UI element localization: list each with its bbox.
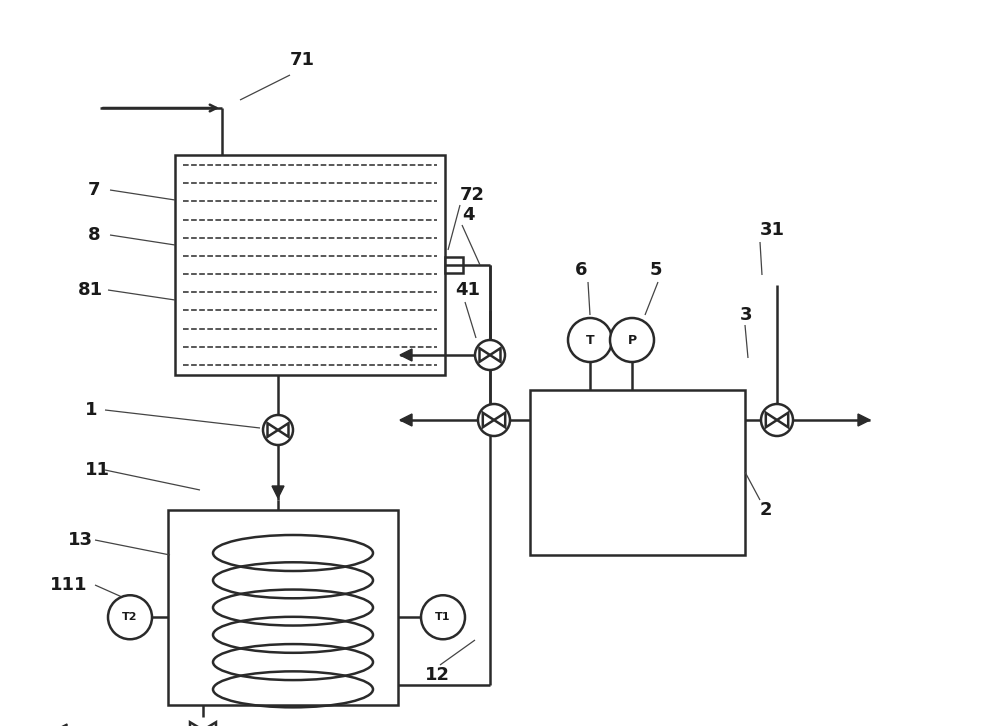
Polygon shape [272, 486, 284, 498]
Polygon shape [494, 412, 505, 428]
Polygon shape [400, 349, 412, 361]
Bar [175, 155, 445, 375]
Bar [530, 390, 745, 555]
Polygon shape [480, 348, 490, 362]
Text: 12: 12 [425, 666, 450, 684]
Circle shape [108, 595, 152, 640]
Text: 2: 2 [760, 501, 772, 519]
Text: 41: 41 [455, 281, 480, 299]
Circle shape [421, 595, 465, 640]
Circle shape [761, 404, 793, 436]
Text: 7: 7 [88, 181, 100, 199]
Text: 6: 6 [575, 261, 588, 279]
Text: T: T [586, 333, 594, 346]
Polygon shape [490, 348, 501, 362]
Text: T1: T1 [435, 612, 451, 622]
Polygon shape [190, 722, 203, 726]
Polygon shape [483, 412, 494, 428]
Text: T2: T2 [122, 612, 138, 622]
Text: 1: 1 [85, 401, 98, 419]
Text: 72: 72 [460, 186, 485, 204]
Polygon shape [858, 414, 870, 426]
Text: P: P [627, 333, 637, 346]
Polygon shape [203, 722, 216, 726]
Polygon shape [766, 412, 777, 428]
Circle shape [610, 318, 654, 362]
Circle shape [475, 340, 505, 370]
Text: 71: 71 [290, 51, 315, 69]
Text: 111: 111 [50, 576, 88, 594]
Bar [445, 257, 463, 273]
Circle shape [263, 415, 293, 445]
Text: 11: 11 [85, 461, 110, 479]
Polygon shape [400, 414, 412, 426]
Polygon shape [268, 423, 278, 437]
Text: 4: 4 [462, 206, 475, 224]
Text: 81: 81 [78, 281, 103, 299]
Text: 31: 31 [760, 221, 785, 239]
Polygon shape [777, 412, 788, 428]
Text: 13: 13 [68, 531, 93, 549]
Text: 5: 5 [650, 261, 662, 279]
Circle shape [568, 318, 612, 362]
Polygon shape [55, 724, 67, 726]
Text: 3: 3 [740, 306, 753, 324]
Bar [168, 510, 398, 705]
Polygon shape [278, 423, 288, 437]
Text: 8: 8 [88, 226, 101, 244]
Circle shape [478, 404, 510, 436]
